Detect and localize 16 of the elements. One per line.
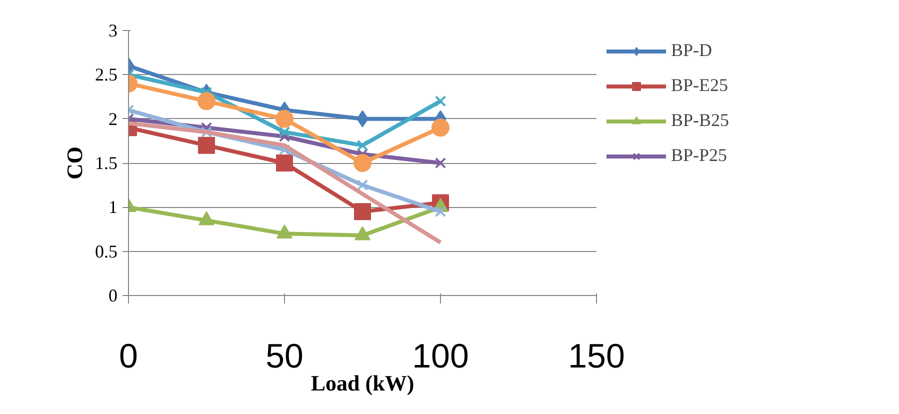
y-tick-label: 2.5: [95, 64, 118, 85]
x-tick-label: 100: [412, 338, 469, 376]
y-tick-label: 3: [108, 20, 118, 40]
legend-label: BP-P25: [671, 145, 728, 166]
y-axis-title: CO: [62, 146, 87, 180]
y-tick-label: 0.5: [95, 241, 118, 262]
y-tick-label: 0: [108, 286, 118, 306]
y-tick-label: 2: [108, 108, 118, 129]
legend-label: BP-B25: [671, 110, 730, 131]
legend-label: BP-E25: [671, 75, 728, 96]
x-tick-label: 150: [568, 338, 625, 376]
x-axis-title: Load (kW): [310, 370, 414, 396]
y-tick-label: 1.5: [95, 153, 118, 173]
y-tick-label: 1: [108, 197, 118, 218]
legend-label: BP-D: [671, 40, 712, 61]
x-tick-label: 50: [266, 338, 304, 376]
